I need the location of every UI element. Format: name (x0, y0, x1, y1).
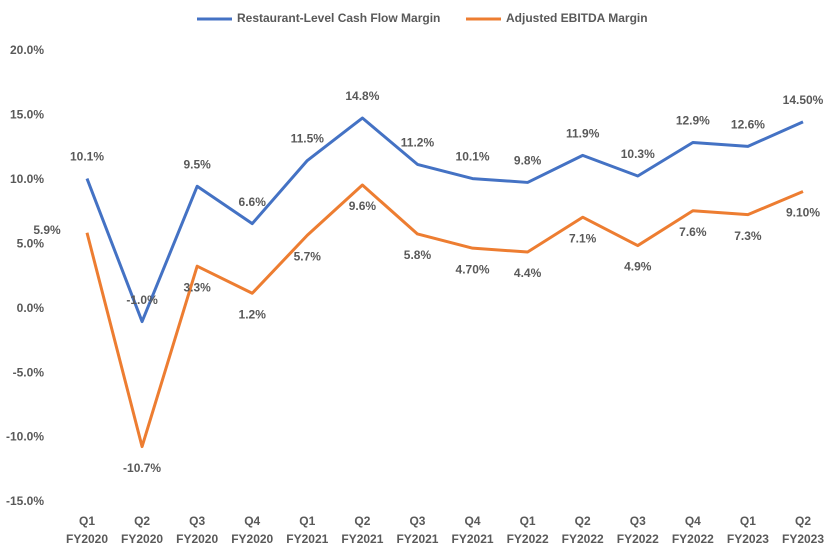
x-tick-label: Q3 (189, 514, 205, 528)
data-label: 6.6% (239, 195, 267, 209)
x-tick-label: FY2020 (176, 532, 218, 546)
data-label: 9.8% (514, 154, 542, 168)
data-label: 11.9% (566, 127, 600, 141)
data-label: 11.5% (291, 132, 325, 146)
y-tick-label: 20.0% (10, 43, 44, 57)
data-label: 10.3% (621, 147, 655, 161)
x-tick-label: FY2021 (341, 532, 383, 546)
legend-label: Restaurant-Level Cash Flow Margin (237, 11, 440, 25)
x-tick-label: FY2022 (617, 532, 659, 546)
data-label: 7.3% (734, 229, 762, 243)
data-label: 12.6% (731, 118, 765, 132)
x-tick-label: FY2020 (66, 532, 108, 546)
x-tick-label: Q2 (134, 514, 150, 528)
data-label: 1.2% (239, 307, 267, 321)
data-label: 4.4% (514, 266, 542, 280)
data-label: 12.9% (676, 114, 710, 128)
x-tick-label: FY2022 (507, 532, 549, 546)
x-tick-label: FY2020 (121, 532, 163, 546)
x-tick-label: Q1 (740, 514, 756, 528)
x-tick-label: Q1 (520, 514, 536, 528)
data-label: 11.2% (401, 136, 435, 150)
data-label: 9.6% (349, 199, 377, 213)
legend-label: Adjusted EBITDA Margin (506, 11, 648, 25)
x-tick-label: FY2023 (727, 532, 769, 546)
x-tick-label: FY2021 (452, 532, 494, 546)
y-tick-label: -15.0% (6, 494, 44, 508)
x-tick-label: Q4 (465, 514, 481, 528)
series-line (85, 183, 804, 449)
x-tick-label: FY2022 (562, 532, 604, 546)
x-tick-label: Q4 (685, 514, 701, 528)
data-label: 9.5% (183, 157, 211, 171)
data-label: 3.3% (183, 280, 211, 294)
x-tick-label: Q4 (244, 514, 260, 528)
data-label: 5.9% (33, 223, 61, 237)
y-tick-label: 0.0% (17, 301, 45, 315)
x-tick-label: Q1 (299, 514, 315, 528)
x-tick-label: FY2022 (672, 532, 714, 546)
y-tick-label: 15.0% (10, 108, 44, 122)
data-label: 4.9% (624, 260, 652, 274)
x-tick-label: Q1 (79, 514, 95, 528)
y-tick-label: 5.0% (17, 236, 45, 250)
data-label: 14.8% (345, 89, 379, 103)
y-tick-label: -5.0% (13, 365, 45, 379)
x-tick-label: FY2021 (396, 532, 438, 546)
data-label: 10.1% (456, 150, 490, 164)
data-label: -1.0% (126, 293, 158, 307)
data-label: 5.7% (294, 249, 322, 263)
y-tick-label: 10.0% (10, 172, 44, 186)
data-label: 9.10% (786, 206, 820, 220)
x-tick-label: Q3 (409, 514, 425, 528)
data-label: 4.70% (456, 262, 490, 276)
data-label: 5.8% (404, 248, 432, 262)
x-tick-label: FY2023 (782, 532, 824, 546)
x-tick-label: Q2 (354, 514, 370, 528)
x-tick-label: Q2 (795, 514, 811, 528)
x-tick-label: Q2 (575, 514, 591, 528)
data-label: -10.7% (123, 461, 161, 475)
y-tick-label: -10.0% (6, 430, 44, 444)
data-label: 7.1% (569, 231, 597, 245)
data-label: 7.6% (679, 225, 707, 239)
data-label: 14.50% (783, 93, 824, 107)
x-tick-label: Q3 (630, 514, 646, 528)
series-line (85, 116, 804, 324)
x-tick-label: FY2020 (231, 532, 273, 546)
x-tick-label: FY2021 (286, 532, 328, 546)
data-label: 10.1% (70, 150, 104, 164)
